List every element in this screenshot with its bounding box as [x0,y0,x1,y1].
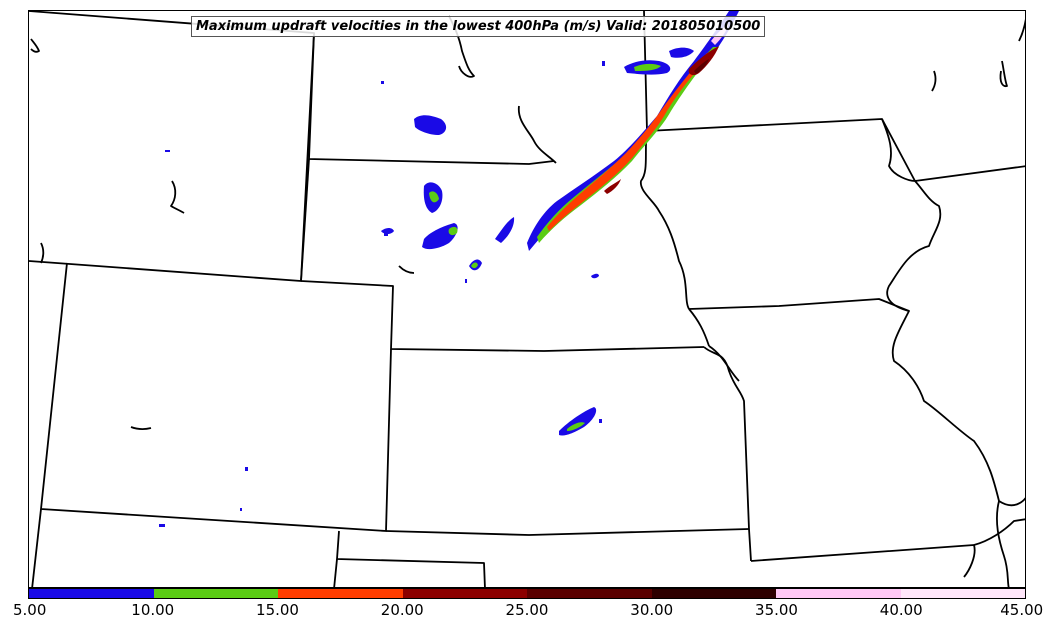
lake-sd-1 [398,265,415,274]
boundary-iowa-south [688,298,910,312]
colorbar-segment [900,589,1025,598]
boundary-mississippi [881,118,1025,507]
lake-mn-2 [999,60,1008,88]
colorbar-tick-label: 5.00 [12,601,47,619]
contour-band-5 [527,11,739,251]
colorbar-tick-label: 10.00 [131,601,175,619]
lake-mt-1 [170,180,185,214]
colorbar-ticks: 5.00 10.00 15.00 20.00 25.00 30.00 35.00 40.00 4… [13,600,1043,626]
contour-ne-2b [448,226,458,236]
map-title: Maximum updraft velocities in the lowest… [191,16,766,37]
colorbar-segment [153,589,278,598]
contour-ne-2 [422,223,458,250]
colorbar-segment [402,589,527,598]
colorbar-tick-label: 25.00 [505,601,549,619]
boundary-nebraska-north [300,158,310,282]
boundary-colorado [40,262,392,532]
lake-co-1 [130,426,152,430]
colorbar-tick-label: 45.00 [1000,601,1044,619]
boundary-montana-south [29,11,315,282]
map-panel: Maximum updraft velocities in the lowest… [28,10,1026,588]
state-boundaries [29,11,1025,587]
boundary-missouri-interior [708,345,740,382]
boundary-colorado-west [31,508,42,587]
colorbar-segment [527,589,652,598]
lake-upper-left [30,38,40,53]
boundary-ok-panhandle [336,530,486,587]
contour-ne-6 [591,273,599,279]
speck-3 [602,61,605,66]
contour-ne-5 [381,228,394,234]
speck-6 [240,508,242,511]
contour-band-15 [547,53,713,231]
colorbar-tick-label: 40.00 [879,601,923,619]
speck-5 [159,524,165,527]
boundary-missouri-river [688,308,710,347]
speck-1 [165,150,170,152]
contour-cluster-ne-3 [669,47,694,58]
contour-sd-blob [414,115,447,135]
colorbar-segment [776,589,901,598]
boundary-dakotas [308,32,555,165]
colorbar-segment [29,589,154,598]
boundary-missouri-south [750,544,976,578]
lake-mn-1 [931,70,937,92]
speck-7 [465,279,467,283]
contour-band-25 [604,179,621,194]
colorbar-segment [651,589,776,598]
speck-4 [245,467,248,471]
speck-8 [599,419,602,423]
boundary-nebraska-south [300,280,705,352]
boundary-iowa-west [640,130,690,310]
contour-ne-4b [471,262,478,269]
colorbar-tick-label: 20.00 [380,601,424,619]
contour-ne-3 [495,217,515,243]
boundary-kansas-south [385,528,750,536]
updraft-contours [159,11,739,527]
boundary-se-corner [996,500,1010,587]
contour-ne-1b [429,191,439,203]
colorbar-tick-label: 30.00 [630,601,674,619]
colorbar [28,588,1026,599]
lake-mt-2 [40,242,45,264]
colorbar-segment [278,589,403,598]
speck-9 [384,233,388,236]
contour-band-30 [694,59,709,74]
contour-band-20 [688,46,719,76]
contour-cluster-ne-2 [634,63,661,71]
contour-ks-blob-b [567,422,585,431]
map-canvas [29,11,1025,587]
boundary-ok-panhandle-west [333,558,338,587]
colorbar-tick-label: 35.00 [755,601,798,619]
boundary-kansas-east [703,346,752,562]
boundary-wisconsin [1018,19,1025,42]
colorbar-tick-label: 15.00 [256,601,299,619]
speck-2 [381,81,384,84]
contour-ks-blob [559,407,597,436]
boundary-sd-east [517,105,557,164]
